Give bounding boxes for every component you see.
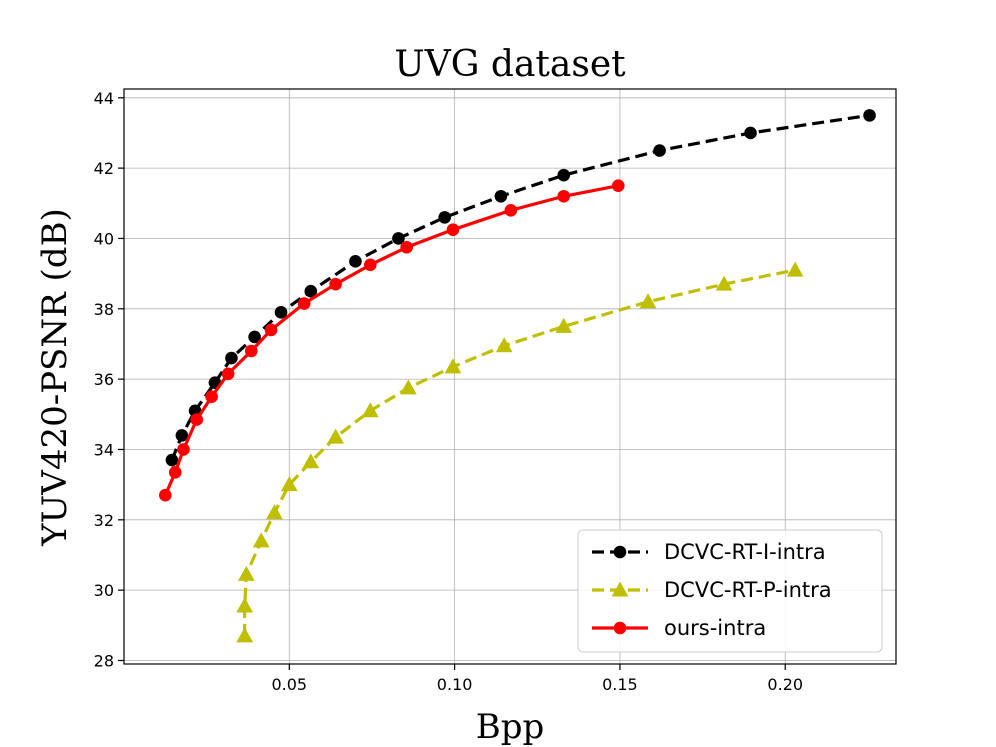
data-point-ours-intra	[168, 466, 182, 479]
data-point-dcvc-rt-p-intra	[361, 402, 379, 418]
plot-area	[159, 109, 876, 643]
data-point-ours-intra	[400, 240, 413, 254]
data-point-dcvc-rt-i-intra	[653, 144, 666, 157]
data-point-dcvc-rt-p-intra	[555, 317, 573, 333]
legend-swatch-marker	[613, 545, 627, 559]
y-tick-label: 36	[94, 370, 114, 389]
data-point-dcvc-rt-p-intra	[237, 565, 255, 581]
series-dcvc-rt-i-intra	[165, 109, 876, 467]
data-point-dcvc-rt-i-intra	[248, 330, 261, 344]
data-point-ours-intra	[244, 344, 258, 358]
y-tick-label: 28	[94, 651, 114, 670]
data-point-dcvc-rt-p-intra	[444, 358, 462, 374]
y-tick-label: 38	[94, 300, 114, 319]
legend-box	[577, 529, 883, 653]
legend-label: ours-intra	[664, 616, 766, 640]
data-point-dcvc-rt-p-intra	[495, 337, 513, 353]
y-tick-label: 40	[94, 229, 114, 248]
chart-title: UVG dataset	[394, 44, 626, 85]
data-point-dcvc-rt-i-intra	[274, 306, 288, 319]
data-point-dcvc-rt-p-intra	[399, 379, 417, 395]
data-point-ours-intra	[205, 390, 218, 404]
data-point-dcvc-rt-i-intra	[494, 189, 508, 203]
legend-item-dcvc-rt-p-intra: DCVC-RT-P-intra	[592, 578, 832, 602]
data-point-dcvc-rt-i-intra	[438, 211, 452, 224]
data-point-ours-intra	[264, 323, 278, 337]
y-tick-label: 30	[94, 581, 114, 600]
data-point-dcvc-rt-p-intra	[302, 453, 320, 469]
legend-entries: DCVC-RT-I-intra DCVC-RT-P-intra ours-intra	[592, 540, 832, 640]
data-point-dcvc-rt-p-intra	[252, 532, 270, 548]
data-point-dcvc-rt-p-intra	[266, 504, 283, 520]
y-tick-label: 44	[94, 89, 114, 108]
data-point-dcvc-rt-i-intra	[225, 351, 238, 365]
data-point-dcvc-rt-p-intra	[280, 476, 298, 492]
data-point-dcvc-rt-i-intra	[744, 126, 757, 140]
data-point-dcvc-rt-i-intra	[175, 429, 189, 442]
data-point-dcvc-rt-p-intra	[786, 261, 804, 277]
data-point-dcvc-rt-p-intra	[639, 293, 657, 309]
x-tick-label: 0.15	[602, 675, 638, 694]
x-tick-label: 0.10	[437, 675, 473, 694]
series-line-ours-intra	[163, 184, 619, 496]
ticks: 0.05 0.10 0.15 0.20 28 30 32 34 36 38 40 42 44	[94, 89, 803, 694]
data-point-ours-intra	[364, 258, 377, 272]
legend-item-dcvc-rt-i-intra: DCVC-RT-I-intra	[592, 540, 826, 564]
y-tick-label: 42	[94, 159, 114, 178]
y-axis-label: YUV420-PSNR (dB)	[35, 208, 75, 547]
y-tick-label: 32	[94, 511, 114, 530]
series-line-dcvc-rt-p-intra	[243, 268, 796, 636]
data-point-ours-intra	[611, 179, 625, 193]
data-point-dcvc-rt-p-intra	[327, 428, 344, 444]
data-point-dcvc-rt-i-intra	[557, 168, 571, 182]
axes-frame	[123, 88, 897, 665]
x-axis-label: Bpp	[476, 707, 545, 747]
data-point-dcvc-rt-i-intra	[165, 453, 179, 467]
legend-item-ours-intra: ours-intra	[592, 616, 766, 640]
data-point-ours-intra	[329, 277, 342, 291]
data-point-ours-intra	[159, 488, 172, 502]
data-point-dcvc-rt-p-intra	[236, 597, 254, 613]
data-point-ours-intra	[190, 413, 204, 426]
data-point-ours-intra	[177, 443, 190, 456]
data-point-dcvc-rt-i-intra	[304, 284, 318, 298]
data-point-ours-intra	[504, 204, 518, 217]
legend: DCVC-RT-I-intra DCVC-RT-P-intra ours-intra	[577, 529, 883, 653]
data-point-ours-intra	[557, 189, 571, 203]
x-tick-label: 0.05	[271, 675, 307, 694]
data-point-dcvc-rt-p-intra	[715, 275, 733, 291]
legend-label: DCVC-RT-I-intra	[664, 540, 826, 564]
data-point-dcvc-rt-i-intra	[349, 255, 362, 268]
data-point-ours-intra	[446, 223, 460, 236]
x-tick-label: 0.20	[767, 675, 803, 694]
data-point-dcvc-rt-p-intra	[236, 627, 254, 643]
data-point-dcvc-rt-i-intra	[863, 109, 876, 122]
legend-swatch-marker	[613, 621, 627, 635]
series-ours-intra	[159, 179, 625, 502]
legend-label: DCVC-RT-P-intra	[664, 578, 832, 602]
y-tick-label: 34	[94, 440, 114, 459]
series-line-dcvc-rt-i-intra	[170, 113, 870, 461]
data-point-ours-intra	[297, 297, 311, 310]
data-point-ours-intra	[221, 367, 235, 381]
legend-swatch-marker	[611, 581, 629, 597]
data-point-dcvc-rt-i-intra	[392, 232, 405, 245]
series-dcvc-rt-p-intra	[236, 261, 804, 643]
